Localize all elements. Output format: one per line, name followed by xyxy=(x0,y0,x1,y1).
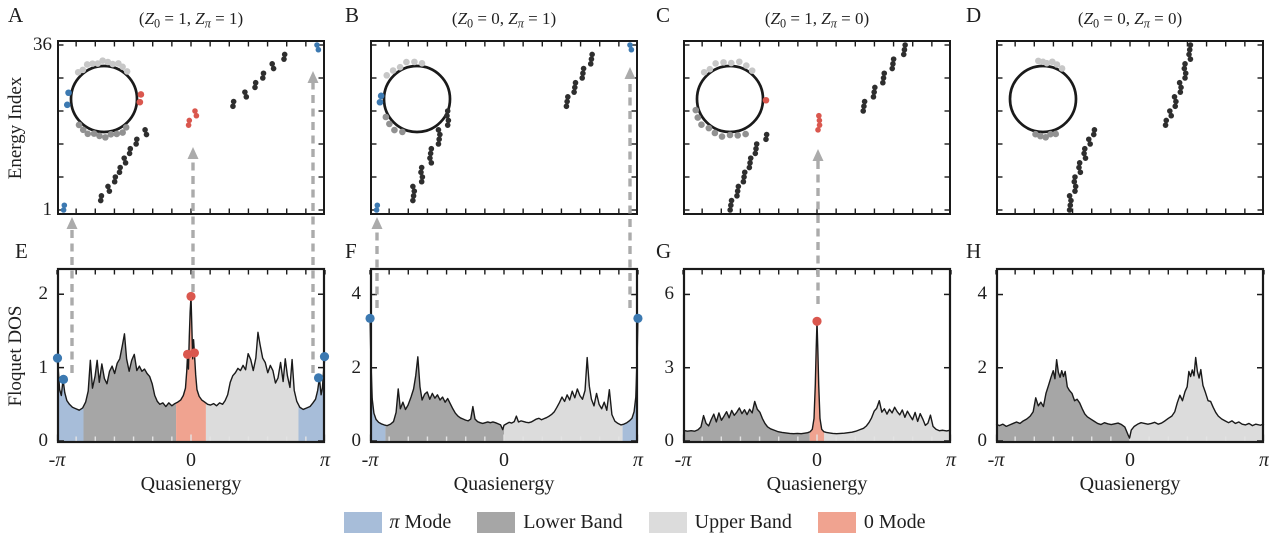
dos-h-ytick-top: 4 xyxy=(977,283,988,304)
legend-item-pi-mode: π Mode xyxy=(343,511,452,534)
xtick-pi: π xyxy=(319,449,331,471)
panel-label-c: C xyxy=(656,3,671,27)
ytick-1: 1 xyxy=(42,199,53,220)
panel-label-f: F xyxy=(345,239,357,263)
xtick-zero: 0 xyxy=(1125,449,1135,471)
panel-c-spectrum-plot xyxy=(683,40,951,215)
zero-mode-swatch xyxy=(817,512,856,533)
legend-item-upper-band: Upper Band xyxy=(648,511,792,534)
dos-e-ytick-mid: 1 xyxy=(38,357,49,378)
panel-label-g: G xyxy=(656,239,672,263)
panel-title-d: (Z0 = 0, Zπ = 0) xyxy=(1077,9,1183,31)
dos-e-ytick-top: 2 xyxy=(38,283,49,304)
panel-label-a: A xyxy=(8,3,24,27)
panel-label-b: B xyxy=(345,3,360,27)
panel-g-dos-plot xyxy=(682,267,952,444)
panel-d-spectrum-plot xyxy=(996,40,1264,215)
xtick-pi: π xyxy=(632,449,644,471)
lower-band-label: Lower Band xyxy=(523,511,623,533)
dos-f-ytick-top: 4 xyxy=(351,283,362,304)
panel-label-h: H xyxy=(966,239,982,263)
panel-label-d: D xyxy=(966,3,982,27)
lower-band-swatch xyxy=(477,512,516,533)
panel-e-dos-plot xyxy=(52,267,330,444)
legend-item-zero-mode: 0 Mode xyxy=(817,511,926,534)
xtick-minus-pi: -π xyxy=(48,449,66,471)
quasienergy-axis-label: Quasienergy xyxy=(140,473,242,495)
panel-a-spectrum-plot xyxy=(57,40,325,215)
dos-h-ytick-mid: 2 xyxy=(977,357,988,378)
pi-mode-swatch xyxy=(343,512,382,533)
quasienergy-axis-label: Quasienergy xyxy=(766,473,868,495)
xtick-minus-pi: -π xyxy=(674,449,692,471)
ytick-36: 36 xyxy=(33,34,52,55)
panel-label-e: E xyxy=(15,239,28,263)
zero-mode-label: 0 Mode xyxy=(863,511,926,533)
energy-index-axis-label: Energy Index xyxy=(5,76,26,180)
xtick-zero: 0 xyxy=(499,449,509,471)
dos-f-ytick-zero: 0 xyxy=(351,430,362,451)
quasienergy-axis-label: Quasienergy xyxy=(453,473,555,495)
xtick-zero: 0 xyxy=(812,449,822,471)
dos-g-ytick-mid: 3 xyxy=(664,357,675,378)
dos-g-ytick-top: 6 xyxy=(664,283,675,304)
quasienergy-axis-label: Quasienergy xyxy=(1079,473,1181,495)
panel-b-spectrum-plot xyxy=(370,40,638,215)
legend-item-lower-band: Lower Band xyxy=(477,511,623,534)
dos-f-ytick-mid: 2 xyxy=(351,357,362,378)
dos-h-ytick-zero: 0 xyxy=(977,430,988,451)
dos-g-ytick-zero: 0 xyxy=(664,430,675,451)
xtick-pi: π xyxy=(1258,449,1269,471)
xtick-minus-pi: -π xyxy=(361,449,379,471)
upper-band-label: Upper Band xyxy=(694,511,792,533)
dos-e-ytick-zero: 0 xyxy=(38,430,49,451)
floquet-dos-axis-label: Floquet DOS xyxy=(5,305,26,407)
panel-title-c: (Z0 = 1, Zπ = 0) xyxy=(764,9,870,31)
panel-title-b: (Z0 = 0, Zπ = 1) xyxy=(451,9,557,31)
panel-f-dos-plot xyxy=(365,267,643,444)
pi-mode-label: π Mode xyxy=(389,511,452,533)
panel-h-dos-plot xyxy=(995,267,1265,444)
xtick-zero: 0 xyxy=(186,449,196,471)
xtick-pi: π xyxy=(945,449,957,471)
panel-title-a: (Z0 = 1, Zπ = 1) xyxy=(138,9,244,31)
xtick-minus-pi: -π xyxy=(987,449,1005,471)
legend: π Mode Lower Band Upper Band 0 Mode xyxy=(0,511,1269,534)
upper-band-swatch xyxy=(648,512,687,533)
